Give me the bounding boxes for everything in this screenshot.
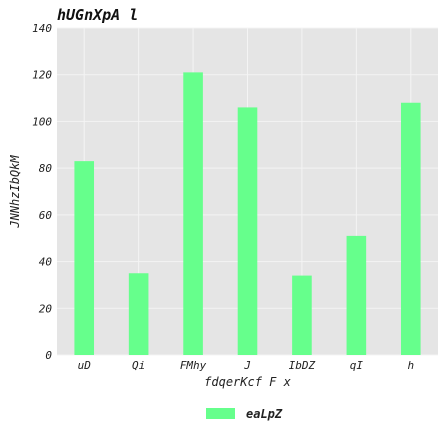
bar-qI <box>346 235 367 355</box>
y-axis-label: JNNhzIbQkM <box>8 155 22 229</box>
bar-h <box>400 102 421 355</box>
bars <box>74 72 421 356</box>
x-axis-ticks: uD Qi FMhy J IbDZ qI h <box>78 359 415 372</box>
y-tick-label: 0 <box>45 349 52 362</box>
x-tick-label: IbDZ <box>289 359 316 372</box>
chart-title: hUGnXpA l <box>57 6 138 24</box>
x-tick-label: Qi <box>132 359 145 372</box>
legend: eaLpZ <box>206 407 283 421</box>
legend-swatch <box>206 408 235 419</box>
bar-J <box>237 107 258 356</box>
x-tick-label: uD <box>78 359 92 372</box>
x-tick-label: FMhy <box>180 359 207 372</box>
y-tick-label: 20 <box>39 302 53 315</box>
y-axis-ticks: 0 20 40 60 80 100 120 140 <box>32 22 52 362</box>
x-axis-label: fdqerKcf F x <box>204 375 291 389</box>
bar-uD <box>74 161 95 355</box>
x-tick-label: J <box>243 359 251 372</box>
y-tick-label: 140 <box>32 22 52 35</box>
x-tick-label: h <box>407 359 414 372</box>
x-tick-label: qI <box>350 359 364 372</box>
y-tick-label: 120 <box>32 69 52 82</box>
bar-IbDZ <box>292 275 312 355</box>
y-tick-label: 80 <box>39 162 53 175</box>
legend-label: eaLpZ <box>246 407 283 421</box>
bar-FMhy <box>183 72 203 355</box>
y-tick-label: 60 <box>39 209 53 222</box>
bar-Qi <box>128 273 149 355</box>
y-tick-label: 40 <box>39 256 53 269</box>
y-tick-label: 100 <box>32 115 52 128</box>
